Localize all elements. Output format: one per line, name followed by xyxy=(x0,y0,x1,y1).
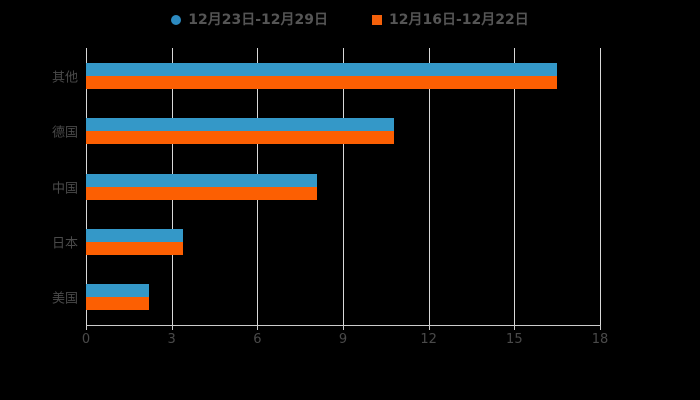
legend-entry-series-2[interactable]: 12月16日-12月22日 xyxy=(372,13,529,27)
x-tick-mark-0 xyxy=(86,325,87,330)
x-tick-label-15: 15 xyxy=(506,332,523,347)
y-axis-label-日本: 日本 xyxy=(51,236,78,252)
x-tick-mark-6 xyxy=(257,325,259,330)
gridline-9 xyxy=(343,48,344,325)
x-tick-mark-12 xyxy=(428,325,430,330)
x-tick-label-6: 6 xyxy=(253,332,262,347)
bar-日本-series-2[interactable] xyxy=(86,241,184,255)
legend-square-marker-icon xyxy=(372,15,382,25)
bar-日本-series-1[interactable] xyxy=(86,228,184,242)
y-axis-label-中国: 中国 xyxy=(51,181,78,196)
plot-area xyxy=(86,48,601,325)
gridline-15 xyxy=(514,48,516,325)
x-tick-mark-18 xyxy=(600,325,601,330)
gridline-12 xyxy=(428,48,430,325)
legend-label-series-1: 12月23日-12月29日 xyxy=(188,12,328,28)
bar-德国-series-2[interactable] xyxy=(86,131,395,145)
bar-中国-series-1[interactable] xyxy=(86,173,318,187)
x-tick-mark-15 xyxy=(514,325,516,330)
bar-其他-series-1[interactable] xyxy=(86,62,558,76)
bar-美国-series-2[interactable] xyxy=(86,297,149,311)
bar-美国-series-1[interactable] xyxy=(86,284,149,298)
legend-label-series-2: 12月16日-12月22日 xyxy=(389,12,529,28)
x-tick-mark-3 xyxy=(171,325,173,330)
bar-其他-series-2[interactable] xyxy=(86,75,558,89)
x-tick-label-9: 9 xyxy=(338,332,348,347)
bar-德国-series-1[interactable] xyxy=(86,118,395,132)
chart-legend: 12月23日-12月29日 12月16日-12月22日 xyxy=(0,8,700,32)
x-tick-label-0: 0 xyxy=(81,332,91,347)
y-axis-label-其他: 其他 xyxy=(51,70,78,86)
gridline-18 xyxy=(600,48,601,325)
y-axis-label-美国: 美国 xyxy=(51,291,78,307)
bar-中国-series-2[interactable] xyxy=(86,186,318,200)
legend-entry-series-1[interactable]: 12月23日-12月29日 xyxy=(171,13,328,27)
x-tick-mark-9 xyxy=(343,325,344,330)
legend-circle-marker-icon xyxy=(171,15,182,25)
x-tick-label-12: 12 xyxy=(420,332,437,347)
x-tick-label-18: 18 xyxy=(591,332,609,347)
y-axis-label-德国: 德国 xyxy=(51,125,78,141)
x-tick-label-3: 3 xyxy=(167,332,176,347)
